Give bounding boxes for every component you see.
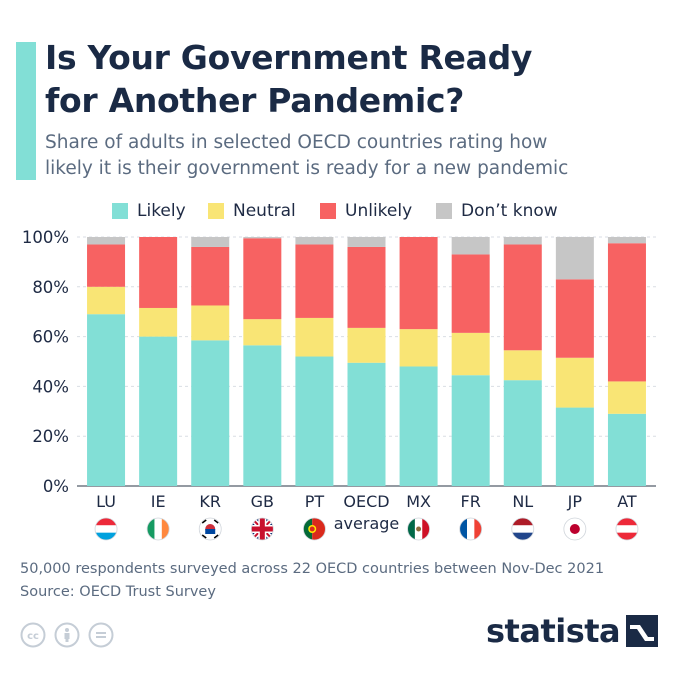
bar-segment [139, 237, 178, 308]
legend-label-dont-know: Don’t know [461, 201, 558, 221]
bar-segment [607, 381, 646, 414]
statista-logo[interactable]: statista [486, 612, 659, 650]
mexico-flag-icon [407, 517, 430, 541]
legend: Likely Neutral Unlikely Don’t know [0, 200, 675, 222]
chart-title: Is Your Government Ready for Another Pan… [45, 38, 533, 120]
bar-segment [295, 356, 334, 486]
nd-icon [88, 622, 114, 648]
bar-segment [347, 327, 386, 363]
uk-flag-icon [250, 517, 274, 541]
japan-flag-icon [563, 517, 587, 541]
bar-segment [555, 237, 594, 280]
bar-segment [139, 307, 178, 337]
bar-segment [503, 350, 542, 381]
bar-segment [243, 238, 282, 320]
cc-icon: cc [20, 622, 46, 648]
bar-segment [555, 357, 594, 408]
title-accent-bar [16, 42, 36, 180]
bar-segment [243, 345, 282, 486]
bar-segment [191, 305, 230, 341]
portugal-flag-icon [303, 517, 326, 541]
x-tick-label: OECD [343, 492, 389, 511]
legend-swatch-unlikely [320, 203, 336, 219]
footnote: 50,000 respondents surveyed across 22 OE… [20, 561, 605, 577]
svg-text:cc: cc [27, 631, 39, 642]
bar-segment [191, 246, 230, 306]
license-icons: cc [20, 622, 114, 648]
bar-segment [87, 314, 126, 486]
by-icon [54, 622, 80, 648]
y-tick-label: 60% [32, 328, 69, 347]
bar-segment [451, 237, 490, 255]
legend-item-unlikely: Unlikely [320, 200, 412, 222]
x-tick-label: MX [406, 492, 431, 511]
bar-segment [399, 237, 438, 330]
bar-segment [87, 286, 126, 315]
source-note: Source: OECD Trust Survey [20, 584, 216, 600]
france-flag-icon [459, 517, 483, 541]
legend-label-neutral: Neutral [233, 201, 296, 221]
x-tick-label: FR [461, 492, 481, 511]
legend-label-likely: Likely [137, 201, 186, 221]
x-tick-label: AT [617, 492, 637, 511]
legend-item-dont-know: Don’t know [436, 200, 558, 222]
austria-flag-icon [615, 517, 639, 541]
bar-segment [347, 362, 386, 486]
y-tick-label: 20% [32, 427, 69, 446]
bar-segment [451, 254, 490, 333]
y-tick-label: 80% [32, 278, 69, 297]
bar-segment [295, 237, 334, 245]
bar-segment [503, 237, 542, 245]
bar-segment [191, 237, 230, 247]
luxembourg-flag-icon [94, 517, 118, 541]
netherlands-flag-icon [511, 517, 535, 541]
x-tick-label: GB [251, 492, 274, 511]
bar-segment [295, 317, 334, 357]
bar-segment [399, 366, 438, 486]
bar-segment [503, 244, 542, 351]
bar-segment [555, 407, 594, 486]
x-tick-label: JP [567, 492, 583, 511]
bar-segment [87, 237, 126, 245]
bar-segment [607, 243, 646, 382]
bar-segment [87, 244, 126, 287]
bar-segment [295, 244, 334, 318]
bar-segment [451, 332, 490, 376]
legend-swatch-neutral [208, 203, 224, 219]
y-tick-label: 100% [22, 228, 69, 247]
bar-segment [607, 237, 646, 244]
x-tick-label: average [334, 514, 400, 533]
bar-segment [399, 329, 438, 367]
bar-segment [451, 375, 490, 486]
bar-segment [243, 237, 282, 239]
chart-subtitle: Share of adults in selected OECD countri… [45, 132, 569, 179]
legend-item-likely: Likely [112, 200, 186, 222]
south-korea-flag-icon [198, 517, 222, 541]
x-tick-label: IE [151, 492, 166, 511]
bar-segment [607, 413, 646, 486]
bar-segment [555, 279, 594, 358]
bar-segment [503, 380, 542, 486]
legend-label-unlikely: Unlikely [345, 201, 413, 221]
logo-text: statista [486, 612, 621, 650]
x-tick-label: KR [199, 492, 221, 511]
x-tick-label: NL [512, 492, 533, 511]
bar-segment [347, 237, 386, 247]
bar-segment [243, 319, 282, 346]
ireland-flag-icon [146, 517, 170, 541]
x-tick-label: LU [96, 492, 116, 511]
bar-segment [347, 246, 386, 328]
legend-swatch-dont-know [436, 203, 452, 219]
y-tick-label: 0% [43, 477, 69, 496]
x-tick-label: PT [305, 492, 325, 511]
bar-segment [139, 336, 178, 486]
statista-logo-mark-icon [626, 615, 659, 647]
y-tick-label: 40% [32, 377, 69, 396]
legend-item-neutral: Neutral [208, 200, 296, 222]
legend-swatch-likely [112, 203, 128, 219]
bar-segment [191, 340, 230, 486]
stacked-bar-chart: 0% 20% 40% 60% 80% 100% LU IE KR GB PT OECD average M… [22, 228, 656, 541]
